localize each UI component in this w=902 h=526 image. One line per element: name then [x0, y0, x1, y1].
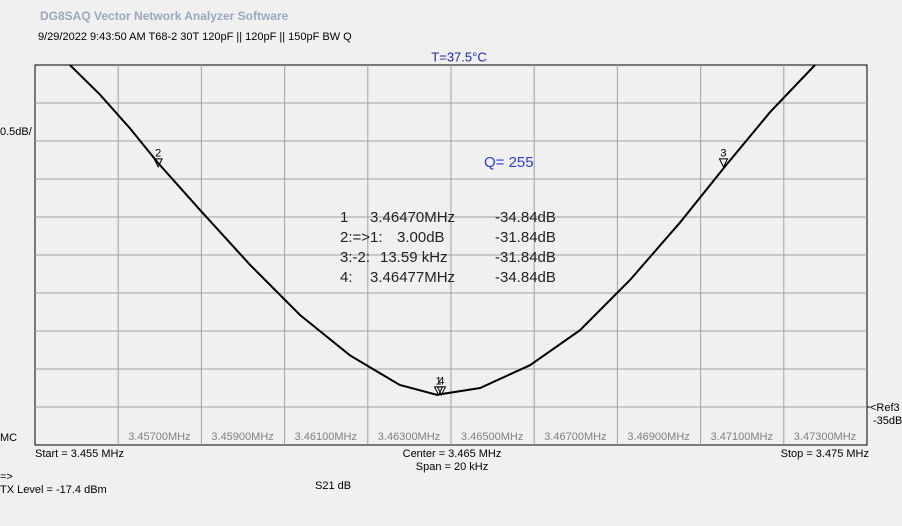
readout: 4: — [340, 269, 353, 286]
trace-label: S21 dB — [315, 480, 351, 492]
marker-label: 4 — [438, 376, 444, 388]
readout: 1 — [340, 209, 348, 226]
x-tick-label: 3.45900MHz — [211, 431, 273, 443]
arrow: => — [0, 471, 13, 483]
stop-label: Stop = 3.475 MHz — [781, 448, 869, 460]
readout: 3.46470MHz — [370, 209, 455, 226]
readout: 3.00dB — [397, 229, 445, 246]
temperature: T=37.5°C — [431, 49, 486, 64]
scale-label: 0.5dB/ — [0, 126, 33, 138]
marker — [436, 386, 447, 396]
x-tick-label: 3.46900MHz — [627, 431, 689, 443]
x-tick-label: 3.46500MHz — [461, 431, 523, 443]
start-label: Start = 3.455 MHz — [35, 448, 124, 460]
ref-label: -35dB — [873, 415, 902, 427]
x-tick-label: 3.47300MHz — [794, 431, 856, 443]
readout: -31.84dB — [495, 249, 556, 266]
readout: -31.84dB — [495, 229, 556, 246]
marker — [718, 158, 729, 168]
x-tick-label: 3.46100MHz — [295, 431, 357, 443]
readout: 3.46477MHz — [370, 269, 455, 286]
span-label: Span = 20 kHz — [416, 461, 488, 473]
mode: MC — [0, 432, 17, 444]
marker-label: 2 — [155, 148, 161, 160]
marker-label: 3 — [720, 148, 726, 160]
readout: -34.84dB — [495, 209, 556, 226]
ref-name: <Ref3 — [870, 402, 900, 414]
x-tick-label: 3.47100MHz — [711, 431, 773, 443]
x-tick-label: 3.45700MHz — [128, 431, 190, 443]
info-line: 9/29/2022 9:43:50 AM T68-2 30T 120pF || … — [38, 31, 352, 43]
readout: 3:-2: — [340, 249, 370, 266]
x-tick-label: 3.46300MHz — [378, 431, 440, 443]
readout: -34.84dB — [495, 269, 556, 286]
app-title: DG8SAQ Vector Network Analyzer Software — [40, 9, 289, 23]
center-label: Center = 3.465 MHz — [403, 448, 502, 460]
q-label: Q= 255 — [484, 154, 534, 171]
trace — [69, 64, 816, 396]
marker-label: 1 — [435, 376, 441, 388]
readout: 13.59 kHz — [380, 249, 448, 266]
readout: 2:=>1: — [340, 229, 383, 246]
marker — [153, 158, 163, 168]
x-tick-label: 3.46700MHz — [544, 431, 606, 443]
tx-level: TX Level = -17.4 dBm — [0, 484, 107, 496]
